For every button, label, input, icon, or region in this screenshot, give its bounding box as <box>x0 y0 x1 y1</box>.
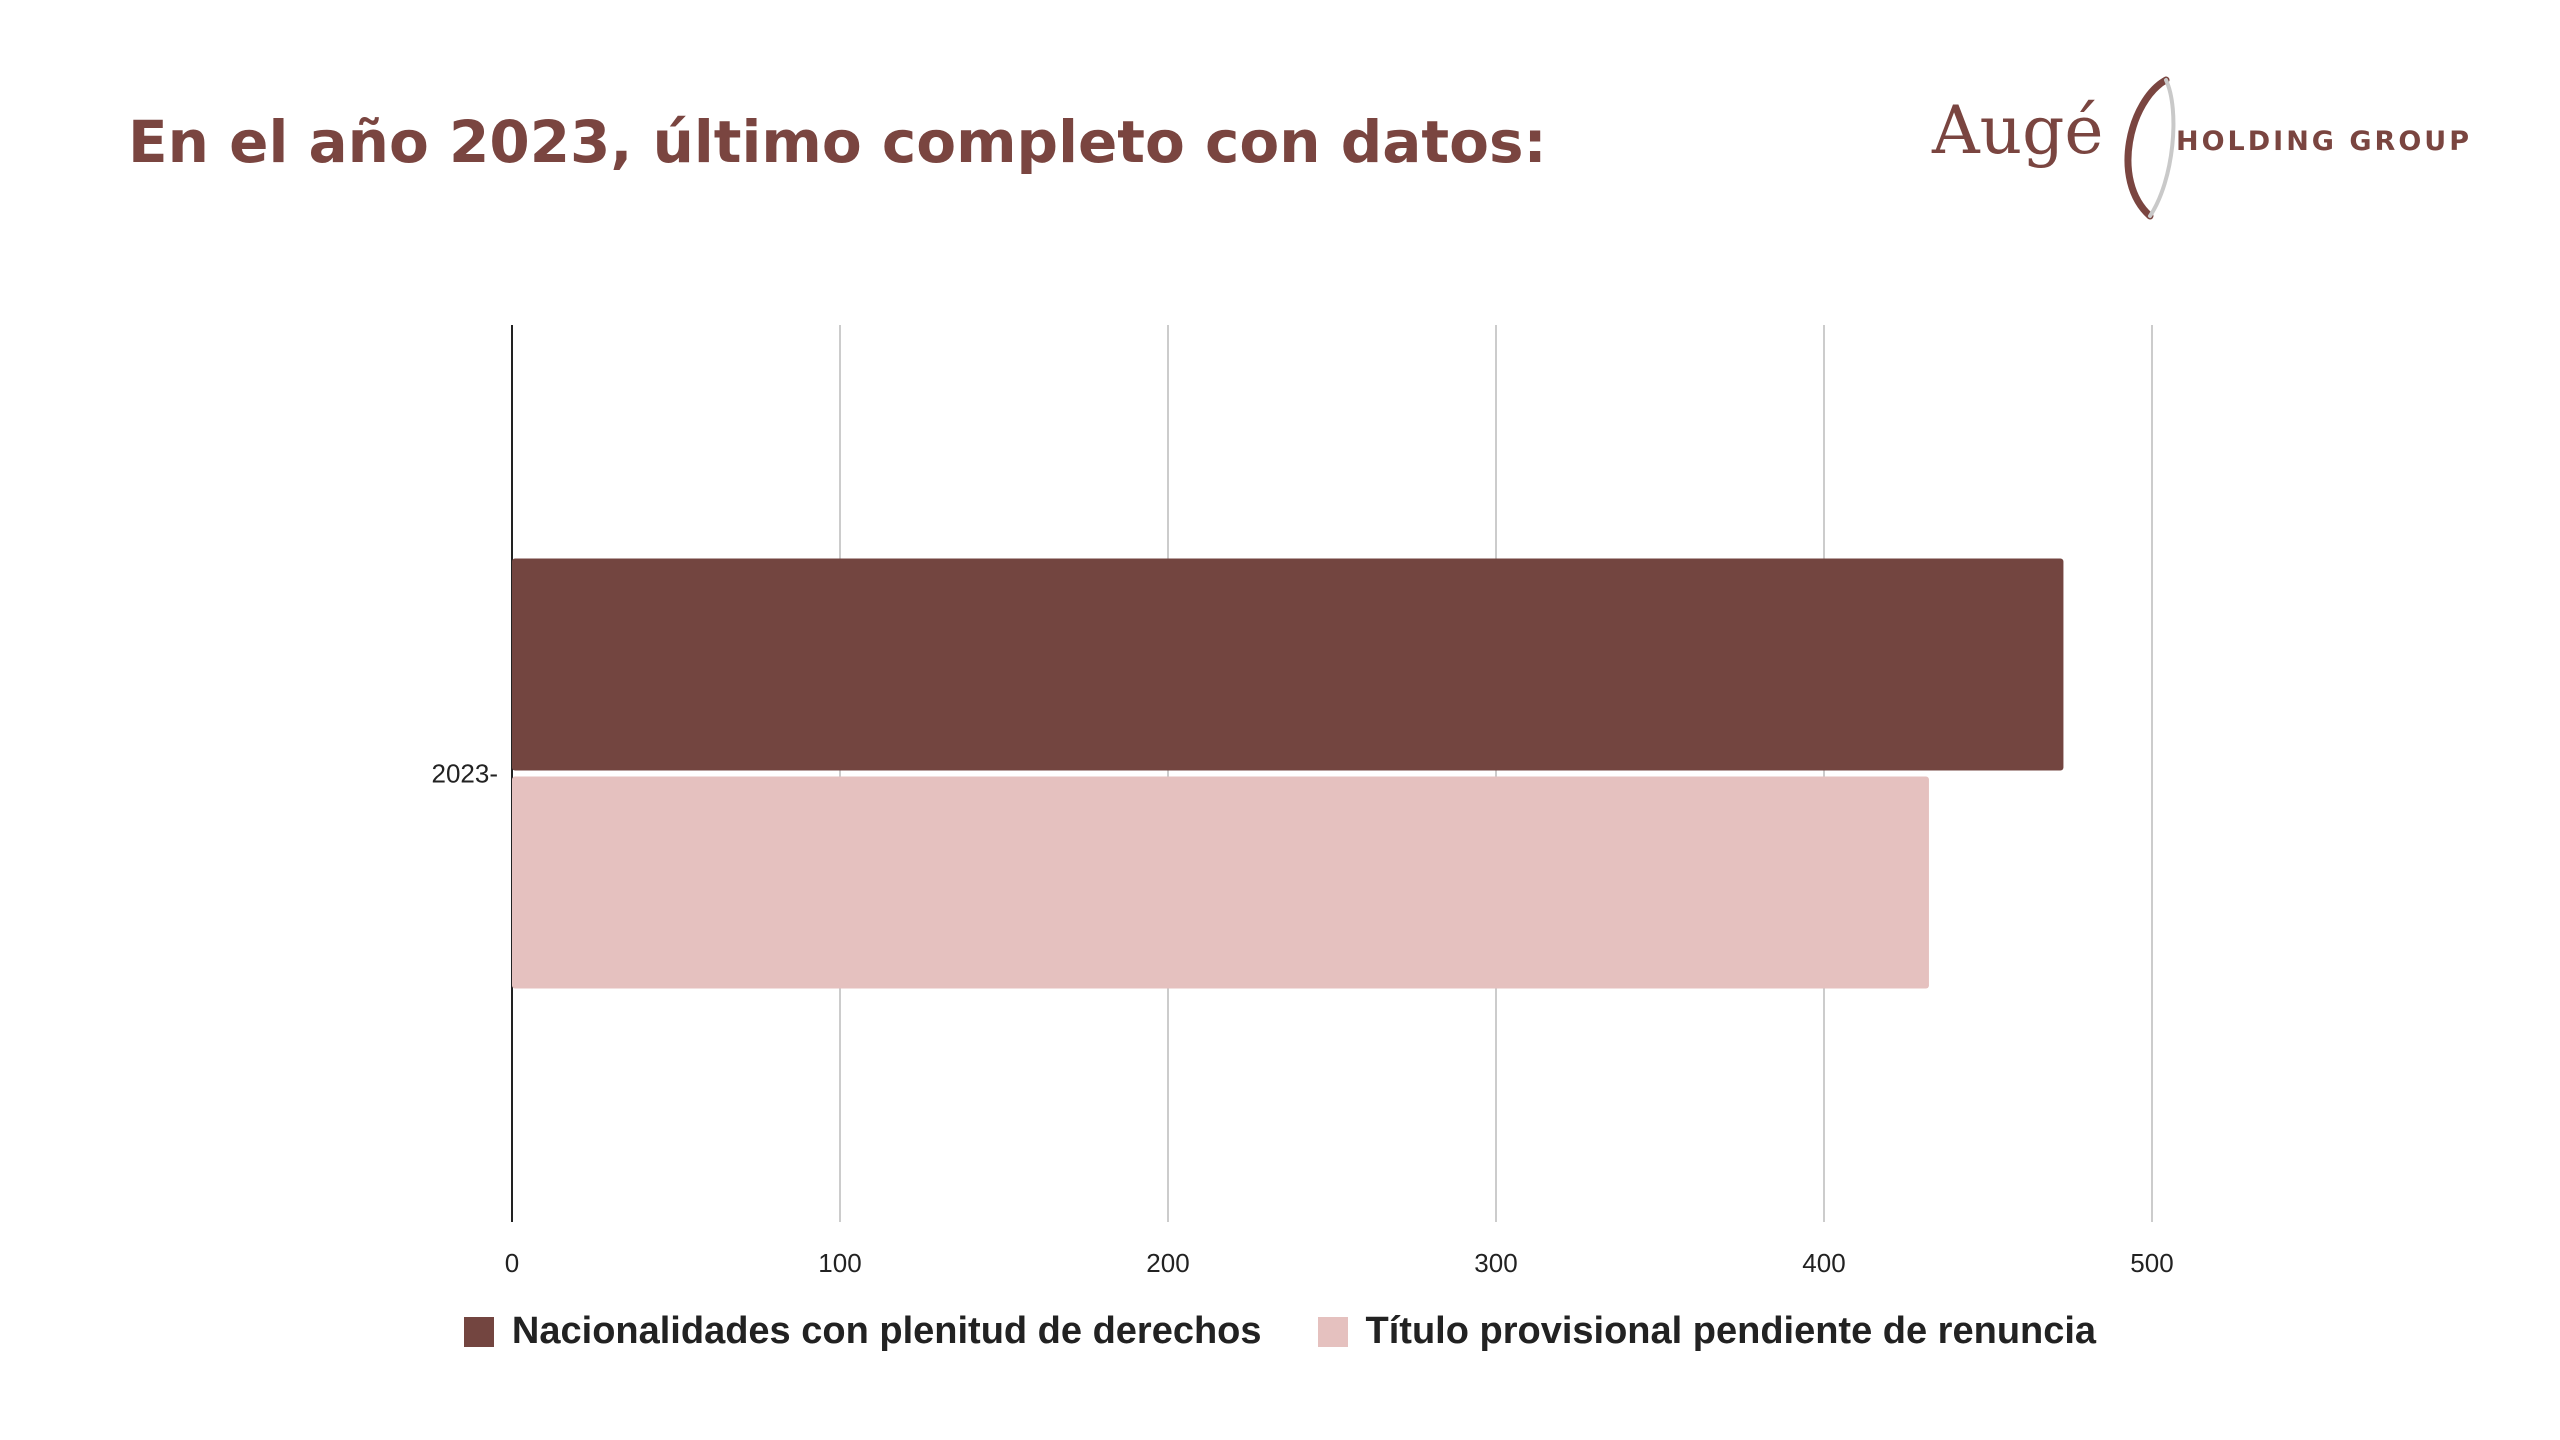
logo-wordmark: Augé <box>1932 92 2104 169</box>
bar-2023-series-1 <box>512 558 2064 771</box>
legend-item-series-1: Nacionalidades con plenitud de derechos <box>463 1310 1262 1353</box>
legend-label-series-2: Título provisional pendiente de renuncia <box>1365 1310 2097 1352</box>
logo-swoosh-icon <box>2124 76 2176 220</box>
chart-legend: Nacionalidades con plenitud de derechos … <box>0 1310 2560 1353</box>
x-tick-label-500: 500 <box>2130 1248 2173 1278</box>
legend-item-series-2: Título provisional pendiente de renuncia <box>1317 1310 2097 1353</box>
legend-swatch-series-1 <box>463 1316 494 1347</box>
bar-2023-series-2 <box>512 776 1929 989</box>
x-tick-label-300: 300 <box>1474 1248 1517 1278</box>
x-tick-label-0: 0 <box>505 1248 519 1278</box>
legend-label-series-1: Nacionalidades con plenitud de derechos <box>511 1310 1262 1352</box>
logo-subtitle: HOLDING GROUP <box>2176 126 2472 157</box>
page-title: En el año 2023, último completo con dato… <box>128 108 1547 176</box>
company-logo: Augé HOLDING GROUP <box>1920 70 2469 230</box>
y-tick-label-2023: 2023- <box>432 759 499 789</box>
x-tick-label-400: 400 <box>1802 1248 1845 1278</box>
x-tick-label-200: 200 <box>1146 1248 1189 1278</box>
x-tick-label-100: 100 <box>818 1248 861 1278</box>
legend-swatch-series-2 <box>1317 1316 1348 1347</box>
